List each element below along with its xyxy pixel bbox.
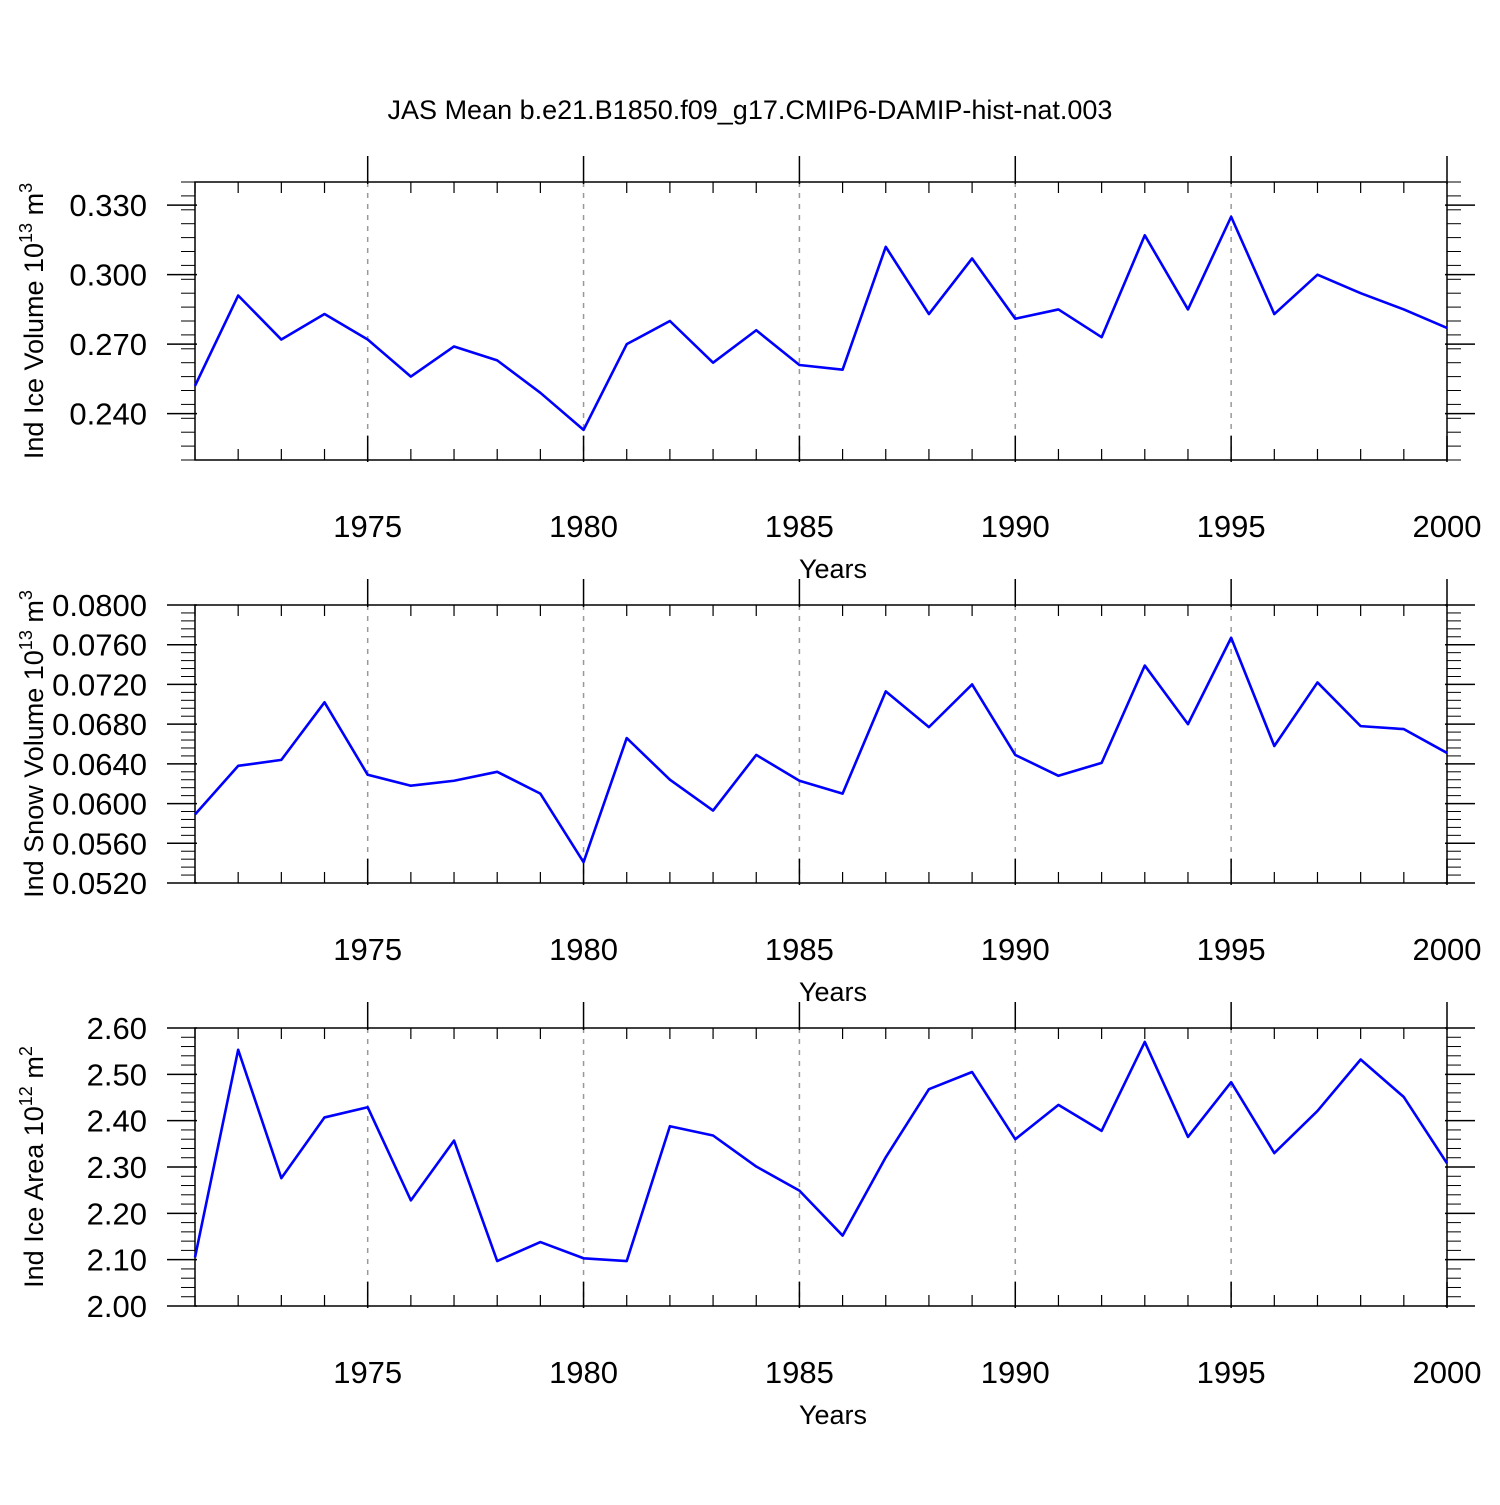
y-axis-label-exponent: 13: [16, 630, 36, 650]
x-axis-label: Years: [799, 554, 867, 584]
figure-title: JAS Mean b.e21.B1850.f09_g17.CMIP6-DAMIP…: [388, 95, 1113, 125]
y-tick-label: 0.0760: [52, 628, 147, 663]
x-tick-label-1990: 1990: [981, 509, 1050, 544]
y-tick-label: 0.0720: [52, 667, 147, 702]
y-axis-label-exponent: 12: [16, 1086, 36, 1106]
y-tick-label: 0.0680: [52, 707, 147, 742]
y-axis-label-unit: m: [19, 193, 49, 223]
x-tick-label-1995: 1995: [1197, 509, 1266, 544]
series-line: [194, 636, 1448, 864]
y-axis-label: Ind Ice Volume 1013 m3: [16, 183, 49, 459]
series-line: [193, 215, 1448, 432]
y-tick-label: 0.270: [69, 327, 147, 362]
y-axis-label-unit-exponent: 2: [16, 1046, 36, 1056]
y-axis-label: Ind Snow Volume 1013 m3: [16, 590, 49, 898]
y-axis-label-unit: m: [19, 1056, 49, 1086]
y-tick-label: 2.50: [87, 1057, 147, 1092]
y-tick-label: 2.60: [87, 1011, 147, 1046]
panel-2: 1975 1980 1985 1990 1995 2000 0.0520 0.0560 0.06…: [16, 579, 1481, 1007]
y-axis-label: Ind Ice Area 1012 m2: [16, 1046, 49, 1288]
y-tick-label: 0.0600: [52, 787, 147, 822]
y-axis-label-exponent: 13: [16, 223, 36, 243]
x-tick-label-1980: 1980: [549, 509, 618, 544]
x-tick-label-1995: 1995: [1197, 932, 1266, 967]
x-tick-label-1985: 1985: [765, 509, 834, 544]
y-tick-label: 2.40: [87, 1104, 147, 1139]
panel-3: 1975 1980 1985 1990 1995 2000 2.00 2.10 2.20 2.30…: [16, 1002, 1481, 1430]
y-tick-label: 0.0520: [52, 866, 147, 901]
y-tick-label: 0.330: [69, 188, 147, 223]
x-tick-label-1975: 1975: [333, 509, 402, 544]
y-axis-label-unit-exponent: 3: [16, 590, 36, 600]
x-tick-label-1975: 1975: [333, 932, 402, 967]
y-tick-label: 0.240: [69, 397, 147, 432]
plot-frame: [194, 604, 1448, 884]
plot-frame: [194, 181, 1448, 461]
y-tick-label: 2.10: [87, 1243, 147, 1278]
y-axis-label-text: Ind Snow Volume 10: [19, 650, 49, 898]
x-tick-label-2000: 2000: [1413, 509, 1482, 544]
x-axis-label: Years: [799, 977, 867, 1007]
x-tick-label-1990: 1990: [981, 932, 1050, 967]
y-axis-label-text: Ind Ice Area 10: [19, 1106, 49, 1288]
x-axis-label: Years: [799, 1400, 867, 1430]
plot-frame: [194, 1027, 1448, 1307]
x-tick-label-1995: 1995: [1197, 1355, 1266, 1390]
x-tick-label-1980: 1980: [549, 932, 618, 967]
y-tick-label: 0.0560: [52, 826, 147, 861]
y-tick-label: 2.30: [87, 1150, 147, 1185]
panel-1: 1975 1980 1985 1990 1995 2000 0.240 0.270 0.300 0…: [16, 156, 1481, 584]
series-line: [193, 1040, 1449, 1263]
x-tick-label-1990: 1990: [981, 1355, 1050, 1390]
y-tick-label: 0.0800: [52, 588, 147, 623]
x-tick-label-1985: 1985: [765, 1355, 834, 1390]
y-tick-label: 2.20: [87, 1196, 147, 1231]
x-tick-label-2000: 2000: [1413, 1355, 1482, 1390]
y-tick-label: 0.0640: [52, 747, 147, 782]
x-tick-label-1985: 1985: [765, 932, 834, 967]
x-tick-label-1975: 1975: [333, 1355, 402, 1390]
y-axis-label-unit: m: [19, 600, 49, 630]
y-axis-label-text: Ind Ice Volume 10: [19, 243, 49, 459]
x-tick-label-2000: 2000: [1413, 932, 1482, 967]
y-axis-label-unit-exponent: 3: [16, 183, 36, 193]
y-tick-label: 0.300: [69, 258, 147, 293]
y-tick-label: 2.00: [87, 1289, 147, 1324]
panels: 1975 1980 1985 1990 1995 2000 0.240 0.270 0.300 0…: [16, 156, 1481, 1430]
x-tick-label-1980: 1980: [549, 1355, 618, 1390]
